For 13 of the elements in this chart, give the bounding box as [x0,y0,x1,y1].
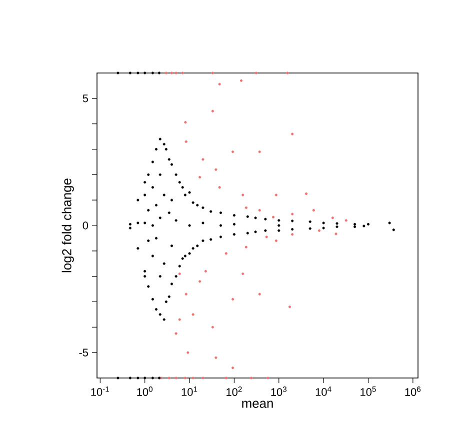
x-axis-title: mean [242,400,273,408]
y-tick-label: 5 [82,94,88,102]
x-tick-label: 10$^{6}$ [405,386,421,396]
x-tick-label: 10$^{-1}$ [91,386,110,396]
y-tick-label: -5 [79,348,88,356]
x-tick-label: 10$^{5}$ [360,386,376,396]
x-tick-label: 10$^{4}$ [316,386,332,396]
y-axis-title: log2 fold change [62,178,74,272]
x-tick-label: 10$^{0}$ [137,386,153,396]
y-tick-label: 0 [82,222,88,230]
x-tick-label: 10$^{1}$ [182,386,198,396]
x-tick-label: 10$^{3}$ [271,386,287,396]
x-tick-label: 10$^{2}$ [226,386,242,396]
